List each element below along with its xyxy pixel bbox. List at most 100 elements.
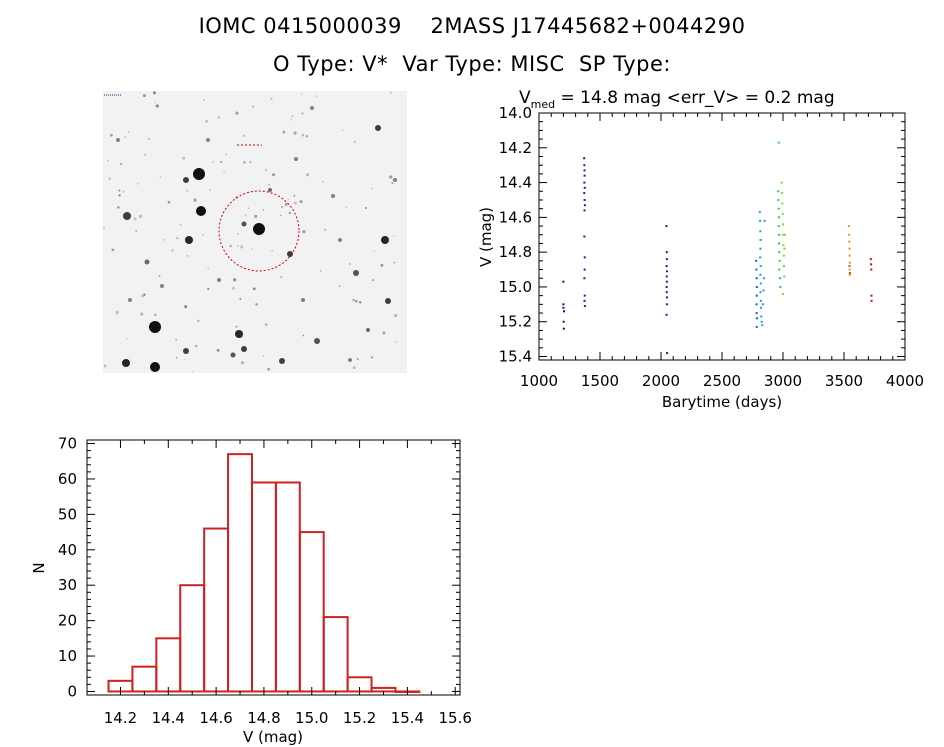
sky-star xyxy=(268,188,272,192)
sky-faint-star xyxy=(205,119,209,123)
sky-star xyxy=(123,212,131,220)
light-curve-xlabel: Barytime (days) xyxy=(662,393,782,411)
lc-point xyxy=(755,285,758,288)
lc-point xyxy=(759,230,762,233)
lc-point xyxy=(759,291,762,294)
sky-faint-star xyxy=(262,209,265,211)
hist-y-tick-label: 60 xyxy=(58,470,77,488)
sky-faint-star xyxy=(140,312,144,316)
sky-faint-star xyxy=(301,112,304,115)
light-curve-title-base: V xyxy=(519,88,531,108)
sky-star xyxy=(183,177,189,183)
sky-faint-star xyxy=(216,348,220,352)
lc-point xyxy=(583,198,586,201)
sky-faint-star xyxy=(175,356,178,359)
sky-star xyxy=(314,338,320,344)
sky-faint-star xyxy=(288,211,291,214)
sky-faint-star xyxy=(268,183,270,186)
sky-faint-star xyxy=(370,356,373,359)
lc-y-tick-label: 15.2 xyxy=(499,313,532,331)
hist-x-tick-label: 14.8 xyxy=(247,709,280,727)
lc-point xyxy=(755,259,758,262)
lc-point xyxy=(782,254,785,257)
sky-faint-star xyxy=(202,234,204,236)
histogram-bar xyxy=(203,527,230,693)
sky-faint-star xyxy=(176,236,179,240)
lc-point xyxy=(665,285,668,288)
lc-point xyxy=(562,327,565,330)
histogram-chart: 14.2 14.4 14.6 14.8 15.0 15.2 15.4 15.6 0 10 20 30… xyxy=(30,435,472,746)
lc-point xyxy=(755,312,758,315)
lc-point xyxy=(755,325,758,328)
hist-x-tick-label: 15.4 xyxy=(391,709,424,727)
sky-star xyxy=(235,330,243,338)
lc-point xyxy=(848,268,851,271)
sky-star xyxy=(196,206,206,216)
sky-faint-star xyxy=(293,194,296,197)
sky-faint-star xyxy=(140,294,144,298)
sky-faint-star xyxy=(122,190,125,193)
lc-point xyxy=(848,272,851,275)
sky-faint-star xyxy=(137,183,139,185)
sky-faint-star xyxy=(240,335,244,338)
sky-faint-star xyxy=(171,249,174,252)
lc-point xyxy=(583,181,586,184)
sky-faint-star xyxy=(284,203,288,206)
histogram-bar xyxy=(274,481,301,693)
sky-star xyxy=(348,358,352,362)
lc-x-tick-label: 2500 xyxy=(703,372,741,390)
sky-faint-star xyxy=(102,227,106,230)
lc-point xyxy=(848,265,851,268)
histogram-bar xyxy=(322,616,349,693)
lc-point xyxy=(583,174,586,177)
sky-faint-star xyxy=(267,367,270,371)
lc-point xyxy=(583,305,586,308)
sky-star xyxy=(393,178,397,182)
sky-faint-star xyxy=(324,228,327,231)
sky-faint-star xyxy=(197,319,200,322)
sky-faint-star xyxy=(237,245,239,247)
lc-point xyxy=(760,320,763,323)
sky-faint-star xyxy=(242,160,246,164)
lc-point xyxy=(563,310,566,313)
hist-x-tick-label: 14.2 xyxy=(104,709,137,727)
sky-faint-star xyxy=(207,287,210,291)
lc-point xyxy=(562,306,565,309)
sky-faint-star xyxy=(352,366,356,370)
light-curve-points xyxy=(562,141,873,355)
sky-faint-star xyxy=(107,159,109,162)
lc-point xyxy=(782,223,784,226)
sky-star xyxy=(385,298,391,304)
sky-faint-star xyxy=(232,286,235,290)
histogram-x-ticks: 14.2 14.4 14.6 14.8 15.0 15.2 15.4 15.6 xyxy=(104,440,472,727)
histogram-y-ticks: 0 10 20 30 40 50 60 70 xyxy=(58,435,460,700)
sky-star xyxy=(241,346,247,352)
sky-faint-star xyxy=(158,275,161,277)
sky-faint-star xyxy=(382,331,386,335)
lc-point xyxy=(665,303,668,306)
sky-faint-star xyxy=(237,233,239,235)
lc-point xyxy=(777,242,780,245)
sky-faint-star xyxy=(133,217,137,221)
lc-point xyxy=(777,190,780,193)
sky-faint-star xyxy=(174,338,178,341)
lc-point xyxy=(778,268,781,271)
sky-faint-star xyxy=(126,338,128,340)
sky-star xyxy=(301,298,305,302)
lc-point xyxy=(783,275,786,278)
sky-faint-star xyxy=(255,303,258,306)
lc-point xyxy=(583,277,586,280)
sky-faint-star xyxy=(352,298,355,302)
lc-point xyxy=(848,240,851,243)
sky-faint-star xyxy=(395,341,398,344)
sky-faint-star xyxy=(184,305,188,309)
lc-y-tick-label: 14.6 xyxy=(499,208,532,226)
sky-image xyxy=(102,91,407,373)
sky-faint-star xyxy=(252,287,256,291)
sky-faint-star xyxy=(127,131,130,134)
sky-faint-star xyxy=(117,206,120,209)
sky-faint-star xyxy=(341,129,344,132)
sky-faint-star xyxy=(223,170,225,173)
sky-faint-star xyxy=(364,206,367,209)
lc-point xyxy=(758,211,761,214)
